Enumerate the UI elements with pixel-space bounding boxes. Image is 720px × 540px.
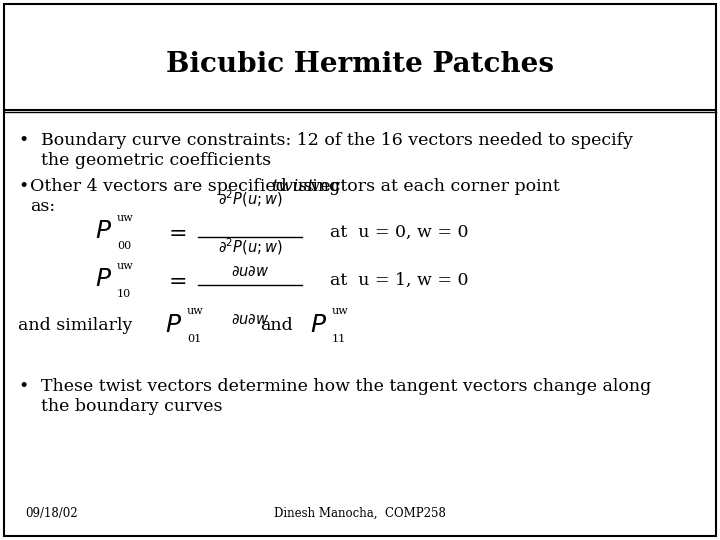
Text: Other 4 vectors are specified using: Other 4 vectors are specified using [30, 178, 346, 195]
Text: the geometric coefficients: the geometric coefficients [30, 152, 271, 169]
Text: •: • [18, 378, 28, 395]
Text: Boundary curve constraints: 12 of the 16 vectors needed to specify: Boundary curve constraints: 12 of the 16… [30, 132, 633, 149]
Text: $\partial^2 P(u;w)$: $\partial^2 P(u;w)$ [217, 188, 282, 209]
Text: uw: uw [117, 261, 134, 271]
Text: 10: 10 [117, 289, 131, 299]
Text: $\mathit{P}$: $\mathit{P}$ [310, 314, 327, 336]
Text: $\mathit{P}$: $\mathit{P}$ [165, 314, 182, 336]
Text: 00: 00 [117, 241, 131, 251]
Text: $\partial^2 P(u;w)$: $\partial^2 P(u;w)$ [217, 237, 282, 257]
Text: •: • [18, 178, 28, 195]
Text: Bicubic Hermite Patches: Bicubic Hermite Patches [166, 51, 554, 78]
Text: $=$: $=$ [163, 270, 186, 290]
Text: the boundary curves: the boundary curves [30, 398, 222, 415]
Text: uw: uw [117, 213, 134, 223]
Text: uw: uw [187, 306, 204, 316]
Text: $\mathit{P}$: $\mathit{P}$ [95, 268, 112, 292]
Text: and similarly: and similarly [18, 316, 132, 334]
Text: These twist vectors determine how the tangent vectors change along: These twist vectors determine how the ta… [30, 378, 652, 395]
Text: $\partial u\partial w$: $\partial u\partial w$ [231, 313, 269, 327]
Text: $\mathit{P}$: $\mathit{P}$ [95, 220, 112, 244]
Text: 11: 11 [332, 334, 346, 344]
Text: as:: as: [30, 198, 55, 215]
Text: at  u = 0, w = 0: at u = 0, w = 0 [330, 224, 469, 240]
Text: •: • [18, 132, 28, 149]
Text: vectors at each corner point: vectors at each corner point [305, 178, 559, 195]
Text: $=$: $=$ [163, 222, 186, 242]
Text: 09/18/02: 09/18/02 [25, 507, 78, 520]
Text: at  u = 1, w = 0: at u = 1, w = 0 [330, 272, 469, 288]
Text: 01: 01 [187, 334, 202, 344]
Text: $\partial u\partial w$: $\partial u\partial w$ [231, 265, 269, 279]
Text: twist: twist [271, 178, 315, 195]
Text: uw: uw [332, 306, 348, 316]
Text: and: and [260, 316, 293, 334]
Text: Dinesh Manocha,  COMP258: Dinesh Manocha, COMP258 [274, 507, 446, 520]
